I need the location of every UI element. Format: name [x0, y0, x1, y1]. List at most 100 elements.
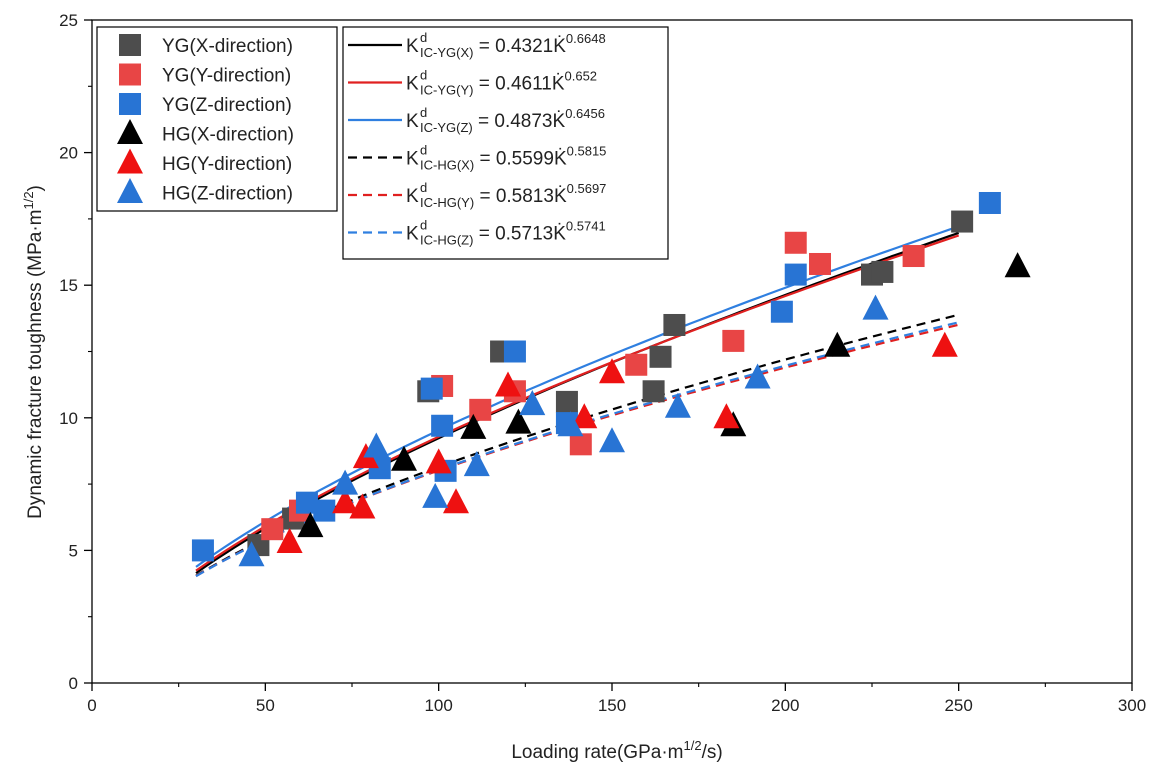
data-point	[862, 294, 889, 320]
x-tick-label: 150	[598, 696, 626, 715]
data-point	[599, 427, 625, 453]
series-yg-x-direction	[247, 210, 974, 557]
x-tick-label: 200	[771, 696, 799, 715]
legend-marker	[119, 34, 141, 56]
x-axis-label: Loading rate(GPa·m1/2/s)	[511, 738, 722, 763]
y-axis-label: Dynamic fracture toughness (MPa·m1/2)	[21, 185, 46, 519]
data-point	[599, 358, 625, 384]
data-point	[1004, 252, 1031, 278]
fit-equation: Kd IC-HG(Z) = 0.5713K̇0.5741	[406, 218, 606, 248]
fit-legend-item-ic-yg-z: Kd IC-YG(Z) = 0.4873K̇0.6456	[348, 105, 605, 135]
data-point	[495, 371, 521, 397]
data-point	[238, 541, 265, 567]
series-hg-x-direction	[297, 252, 1031, 538]
fit-equation: Kd IC-YG(Z) = 0.4873K̇0.6456	[406, 105, 605, 135]
data-point	[463, 451, 490, 477]
data-point	[276, 527, 303, 553]
x-tick-label: 50	[256, 696, 275, 715]
data-point	[902, 245, 925, 268]
series-hg-y-direction	[276, 331, 958, 553]
fit-equation: Kd IC-YG(Y) = 0.4611K̇0.652	[406, 68, 597, 98]
data-point	[951, 210, 974, 233]
data-point	[505, 408, 532, 434]
data-point	[555, 390, 578, 413]
data-point	[297, 512, 324, 538]
data-point	[571, 403, 598, 429]
legend-label: YG(Z-direction)	[162, 95, 292, 116]
data-point	[503, 340, 526, 363]
legend-label: HG(Z-direction)	[162, 184, 293, 205]
data-point	[809, 252, 831, 275]
legend-label: HG(Y-direction)	[162, 154, 292, 175]
data-point	[391, 445, 417, 471]
data-point	[744, 363, 771, 389]
data-point	[469, 398, 492, 421]
data-point	[642, 380, 665, 403]
data-point	[349, 493, 376, 519]
fit-equation: Kd IC-YG(X) = 0.4321K̇0.6648	[406, 30, 606, 60]
data-point	[784, 231, 807, 254]
fit-line-ic-yg-z	[195, 225, 960, 568]
y-tick-label: 10	[59, 409, 78, 428]
legend-item-hg-y-direction: HG(Y-direction)	[117, 148, 292, 175]
series-yg-y-direction	[261, 231, 925, 541]
data-point	[649, 345, 672, 368]
data-point	[191, 539, 214, 562]
legend-item-yg-x-direction: YG(X-direction)	[119, 34, 293, 57]
legend-marker	[119, 63, 141, 86]
fit-equation: Kd IC-HG(X) = 0.5599K̇0.5815	[406, 143, 606, 173]
fit-line-ic-yg-y	[195, 234, 960, 572]
data-point	[871, 260, 894, 283]
data-point	[422, 482, 449, 508]
data-point	[770, 300, 793, 323]
legend-label: YG(Y-direction)	[162, 66, 291, 87]
data-point	[261, 518, 284, 541]
data-point	[313, 499, 336, 522]
legend-item-hg-z-direction: HG(Z-direction)	[117, 178, 293, 205]
data-points	[191, 191, 1031, 567]
legend-item-hg-x-direction: HG(X-direction)	[117, 119, 294, 146]
data-point	[931, 331, 958, 357]
data-point	[713, 403, 740, 429]
y-tick-label: 15	[59, 276, 78, 295]
data-point	[295, 491, 318, 514]
axes: 0 50 100 150 200 250 300 0 5 10 15 20 25	[59, 11, 1146, 715]
data-point	[460, 413, 487, 439]
legend-marker	[117, 119, 143, 144]
data-point	[332, 469, 359, 495]
data-point	[625, 353, 648, 376]
data-point	[557, 411, 584, 437]
legend-item-yg-z-direction: YG(Z-direction)	[119, 93, 292, 116]
data-point	[420, 377, 443, 400]
legend-label: YG(X-direction)	[162, 36, 293, 57]
fit-equation: Kd IC-HG(Y) = 0.5813K̇0.5697	[406, 180, 606, 210]
legend-marker	[117, 148, 143, 174]
data-point	[663, 313, 686, 336]
data-point	[443, 488, 469, 514]
legend-marker	[117, 178, 143, 203]
data-point	[569, 433, 592, 456]
data-point	[722, 329, 745, 352]
x-tick-label: 100	[424, 696, 452, 715]
series-yg-z-direction	[191, 191, 1001, 562]
series-hg-z-direction	[238, 294, 889, 567]
data-point	[431, 414, 454, 437]
x-tick-label: 250	[944, 696, 972, 715]
data-point	[978, 191, 1001, 214]
x-tick-label: 300	[1118, 696, 1146, 715]
fit-legend-item-ic-yg-x: Kd IC-YG(X) = 0.4321K̇0.6648	[348, 30, 606, 60]
legend-label: HG(X-direction)	[162, 125, 294, 146]
fit-legend-item-ic-hg-z: Kd IC-HG(Z) = 0.5713K̇0.5741	[348, 218, 606, 248]
data-point	[824, 331, 851, 357]
data-point	[332, 488, 359, 514]
x-tick-label: 0	[87, 696, 96, 715]
fit-legend-box	[342, 26, 669, 260]
legend-fits: Kd IC-YG(X) = 0.4321K̇0.6648 Kd IC-YG(Y) = …	[342, 26, 669, 260]
fit-legend-item-ic-hg-x: Kd IC-HG(X) = 0.5599K̇0.5815	[348, 143, 606, 173]
legend-box	[96, 26, 338, 212]
data-point	[425, 448, 452, 474]
data-point	[664, 392, 691, 418]
data-point	[519, 390, 546, 416]
y-tick-label: 25	[59, 11, 78, 30]
